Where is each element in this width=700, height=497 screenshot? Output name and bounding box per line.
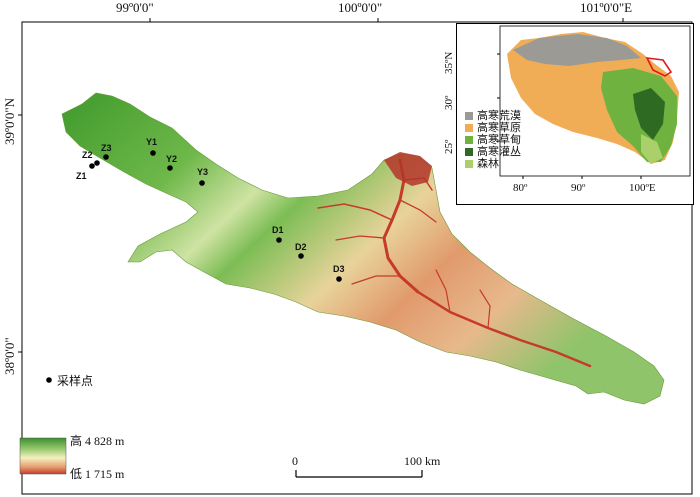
legend-swatch-shrub [465, 148, 473, 156]
inset-lat-25: 25º [443, 140, 455, 154]
scale-bar [296, 470, 422, 477]
lat-label-39: 39º0'0"N [2, 98, 18, 145]
legend-swatch-desert [465, 112, 473, 120]
legend-sample-label: 采样点 [57, 372, 93, 389]
lat-label-38: 38º0'0" [2, 337, 18, 375]
inset-legend-item: 森林 [465, 158, 521, 170]
legend-sample-dot [46, 377, 52, 383]
site-label-y2: Y2 [166, 154, 177, 164]
site-label-z1: Z1 [76, 171, 87, 181]
site-label-z2: Z2 [82, 150, 93, 160]
inset-legend-item: 高寒草甸 [465, 134, 521, 146]
inset-lon-90: 90º [571, 182, 585, 194]
elevation-color-bar [20, 438, 66, 474]
lon-label-101: 101º0'0"E [580, 0, 632, 16]
legend-elevation-high: 高 4 828 m [70, 432, 124, 449]
site-label-y3: Y3 [197, 167, 208, 177]
inset-legend-item: 高寒灌丛 [465, 146, 521, 158]
legend-elevation-low: 低 1 715 m [70, 465, 124, 482]
inset-lon-100: 100ºE [629, 182, 656, 194]
site-label-z3: Z3 [101, 143, 112, 153]
site-label-d3: D3 [333, 264, 345, 274]
site-label-d1: D1 [272, 225, 284, 235]
inset-lon-80: 80º [513, 182, 527, 194]
lon-label-99: 99º0'0" [116, 0, 154, 16]
scale-end-label: 100 km [404, 454, 440, 469]
site-label-d2: D2 [295, 242, 307, 252]
inset-legend-item: 高寒草原 [465, 122, 521, 134]
inset-panel: 35ºN 30º 25º 80º 90º 100ºE 高寒荒漠 高寒草原 高寒草… [456, 23, 694, 205]
legend-swatch-forest [465, 160, 473, 168]
inset-legend-item: 高寒荒漠 [465, 110, 521, 122]
lon-label-100: 100º0'0" [338, 0, 382, 16]
legend-swatch-steppe [465, 124, 473, 132]
scale-start-label: 0 [292, 454, 298, 469]
inset-legend: 高寒荒漠 高寒草原 高寒草甸 高寒灌丛 森林 [465, 110, 521, 170]
legend-swatch-meadow [465, 136, 473, 144]
site-label-y1: Y1 [146, 137, 157, 147]
inset-lat-30: 30º [443, 96, 455, 110]
inset-lat-35: 35ºN [443, 52, 455, 74]
